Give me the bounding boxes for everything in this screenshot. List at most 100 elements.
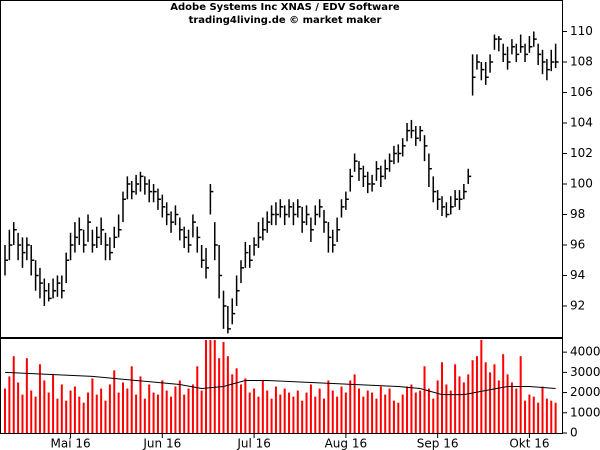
- volume-bar: [196, 366, 199, 433]
- volume-bar: [458, 376, 461, 433]
- volume-bar: [449, 390, 452, 433]
- volume-bar: [528, 394, 531, 433]
- chart-title: Adobe Systems Inc XNAS / EDV Software: [170, 2, 400, 13]
- volume-bar: [213, 340, 216, 433]
- volume-bar: [257, 396, 260, 433]
- volume-bar: [156, 394, 159, 433]
- volume-bar: [73, 386, 76, 433]
- volume-bar: [104, 400, 107, 433]
- volume-bar: [222, 342, 225, 433]
- y-tick-label: 100: [570, 176, 593, 190]
- x-tick-label: Okt 16: [509, 437, 549, 450]
- volume-bar: [471, 360, 474, 433]
- volume-bar: [489, 372, 492, 433]
- volume-bar: [161, 380, 164, 433]
- volume-bar: [126, 388, 129, 433]
- volume-bar: [423, 366, 426, 433]
- x-tick-label: Jul 16: [236, 437, 271, 450]
- volume-bar: [108, 384, 111, 433]
- y2-tick-label: 4000: [570, 345, 600, 359]
- volume-bar: [135, 394, 138, 433]
- volume-bar: [344, 392, 347, 433]
- y2-tick-label: 0: [570, 426, 578, 440]
- volume-bar: [318, 388, 321, 433]
- volume-bar: [541, 386, 544, 433]
- volume-bar: [314, 396, 317, 433]
- volume-bar: [69, 390, 72, 433]
- volume-bar: [502, 354, 505, 433]
- volume-bar: [340, 386, 343, 433]
- volume-bar: [353, 374, 356, 433]
- x-tick-label: Mai 16: [50, 437, 90, 450]
- volume-bar: [436, 380, 439, 433]
- volume-bar: [43, 380, 46, 433]
- volume-bar: [274, 386, 277, 433]
- volume-bar: [371, 392, 374, 433]
- volume-bar: [414, 392, 417, 433]
- volume-bar: [524, 400, 527, 433]
- volume-bar: [270, 398, 273, 433]
- volume-bar: [362, 396, 365, 433]
- volume-bar: [266, 390, 269, 433]
- volume-bar: [178, 380, 181, 433]
- volume-bar: [209, 340, 212, 433]
- volume-bar: [183, 394, 186, 433]
- volume-bar: [170, 396, 173, 433]
- volume-bar: [165, 390, 168, 433]
- volume-bar: [218, 358, 221, 433]
- volume-bar: [87, 392, 90, 433]
- volume-bar: [38, 364, 41, 433]
- y-tick-label: 94: [570, 268, 585, 282]
- volume-bar: [82, 402, 85, 433]
- volume-bar: [309, 384, 312, 433]
- volume-bar: [532, 396, 535, 433]
- volume-bar: [60, 384, 63, 433]
- y-tick-label: 110: [570, 24, 593, 38]
- y2-tick-label: 3000: [570, 365, 600, 379]
- volume-bar: [200, 390, 203, 433]
- volume-bar: [462, 382, 465, 433]
- volume-average: [4, 371, 556, 396]
- volume-bar: [506, 374, 509, 433]
- volume-bar: [4, 388, 6, 433]
- volume-bar: [121, 382, 124, 433]
- y-tick-label: 108: [570, 54, 593, 68]
- y2-tick-label: 1000: [570, 405, 600, 419]
- volume-bar: [323, 398, 326, 433]
- volume-bar: [375, 398, 378, 433]
- volume-bar: [253, 388, 256, 433]
- volume-bar: [467, 374, 470, 433]
- volume-bar: [537, 402, 540, 433]
- volume-bar: [248, 392, 251, 433]
- volume-bar: [21, 394, 24, 433]
- volume-bar: [357, 388, 360, 433]
- volume-bar: [379, 386, 382, 433]
- frame: [0, 0, 563, 434]
- volume-bar: [130, 366, 133, 433]
- volume-bar: [17, 382, 20, 433]
- volume-bar: [432, 398, 435, 433]
- volume-bar: [301, 400, 304, 433]
- volume-bar: [283, 388, 286, 433]
- volume-bar: [545, 398, 548, 433]
- volume-bar: [515, 388, 518, 433]
- volume-bar: [12, 356, 15, 433]
- volume-bar: [143, 398, 146, 433]
- volume-bar: [336, 396, 339, 433]
- y-tick-label: 102: [570, 146, 593, 160]
- volume-bar: [231, 374, 234, 433]
- y-tick-label: 104: [570, 115, 593, 129]
- volume-bar: [279, 394, 282, 433]
- volume-bar: [331, 390, 334, 433]
- volume-bar: [454, 364, 457, 433]
- y2-tick-label: 2000: [570, 385, 600, 399]
- x-tick-label: Aug 16: [325, 437, 368, 450]
- volume-bar: [296, 390, 299, 433]
- volume-bar: [427, 388, 430, 433]
- volume-bar: [148, 384, 151, 433]
- volume-bar: [25, 358, 28, 433]
- volume-bar: [554, 402, 557, 433]
- volume-bar: [205, 340, 208, 433]
- volume-bar: [261, 380, 264, 433]
